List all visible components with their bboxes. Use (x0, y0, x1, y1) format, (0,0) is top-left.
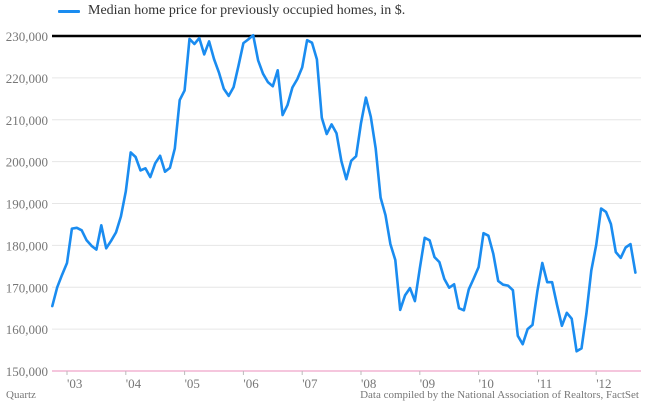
x-tick-label: '09 (420, 376, 435, 391)
y-tick-label: 210,000 (6, 113, 48, 128)
x-tick-label: '12 (596, 376, 611, 391)
series-layer (50, 33, 637, 353)
footer-source: Data compiled by the National Associatio… (360, 389, 639, 401)
legend-label: Median home price for previously occupie… (88, 3, 406, 18)
x-tick-label: '11 (537, 376, 552, 391)
y-tick-label: 200,000 (6, 155, 48, 170)
y-tick-label: 190,000 (6, 197, 48, 212)
y-axis-ticks: 150,000 160,000 170,000 180,000 190,000 200,0… (6, 29, 48, 379)
x-tick-label: '07 (302, 376, 318, 391)
y-tick-label: 230,000 (6, 29, 48, 44)
x-tick-label: '08 (361, 376, 376, 391)
x-tick-label: '04 (126, 376, 142, 391)
x-axis-ticks: '03 '04 '05 '06 '07 '08 '09 '10 '11 '12 (66, 371, 612, 391)
legend-swatch (58, 9, 80, 13)
footer-brand: Quartz (6, 389, 36, 401)
y-tick-label: 160,000 (6, 322, 48, 337)
y-tick-label: 180,000 (6, 238, 48, 253)
x-tick-label: '10 (479, 376, 494, 391)
x-tick-label: '03 (67, 376, 82, 391)
y-tick-label: 220,000 (6, 71, 48, 86)
legend: Median home price for previously occupie… (58, 3, 405, 19)
series-line (50, 33, 637, 353)
y-tick-label: 150,000 (6, 364, 48, 379)
y-tick-label: 170,000 (6, 280, 48, 295)
x-tick-label: '05 (185, 376, 200, 391)
gridlines (52, 34, 641, 372)
x-tick-label: '06 (243, 376, 259, 391)
